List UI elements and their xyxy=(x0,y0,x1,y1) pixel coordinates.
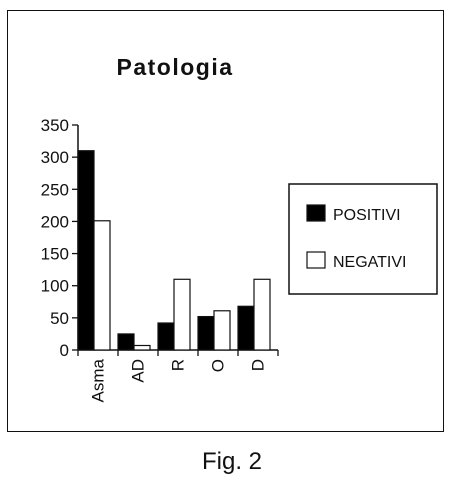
bars xyxy=(77,150,271,351)
x-tick-label: R xyxy=(169,359,188,371)
x-tick-label: Asma xyxy=(89,358,108,402)
y-tick-label: 350 xyxy=(41,116,69,135)
bar-positivi-ad xyxy=(117,333,135,351)
figure-caption: Fig. 2 xyxy=(201,448,263,475)
chart-frame xyxy=(7,10,444,432)
bar-positivi-d xyxy=(237,305,255,351)
bar-positivi-r xyxy=(157,322,175,351)
legend-swatch-negativi xyxy=(306,251,326,269)
bar-negativi-o xyxy=(213,310,231,351)
bar-negativi-d xyxy=(253,278,271,351)
y-tick-label: 300 xyxy=(41,148,69,167)
legend-swatch-positivi xyxy=(306,204,326,222)
bar-negativi-ad xyxy=(133,344,151,351)
bar-positivi-asma xyxy=(77,150,95,351)
x-tick-label: D xyxy=(249,359,268,371)
y-tick-labels: 0 50 100 150 200 250 300 350 xyxy=(41,116,69,360)
x-tick-label: O xyxy=(209,359,228,372)
bar-negativi-asma xyxy=(93,220,111,351)
y-tick-label: 0 xyxy=(60,341,69,360)
y-tick-label: 250 xyxy=(41,180,69,199)
x-tick-label: AD xyxy=(129,359,148,383)
y-tick-label: 200 xyxy=(41,212,69,231)
legend-box xyxy=(288,183,438,295)
y-tick-label: 150 xyxy=(41,245,69,264)
legend: POSITIVI NEGATIVI xyxy=(288,183,438,295)
y-tick-label: 50 xyxy=(50,309,69,328)
chart-title: Patologia xyxy=(116,54,233,80)
legend-label-positivi: POSITIVI xyxy=(333,207,401,224)
x-tick-labels: Asma AD R O D xyxy=(89,358,268,402)
y-tick-label: 100 xyxy=(41,277,69,296)
bar-positivi-o xyxy=(197,315,215,351)
bar-negativi-r xyxy=(173,278,191,351)
legend-label-negativi: NEGATIVI xyxy=(333,254,407,271)
